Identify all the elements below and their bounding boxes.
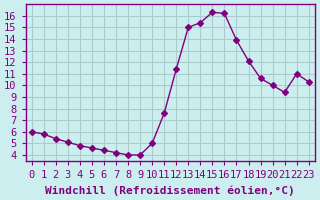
X-axis label: Windchill (Refroidissement éolien,°C): Windchill (Refroidissement éolien,°C) (45, 185, 295, 196)
